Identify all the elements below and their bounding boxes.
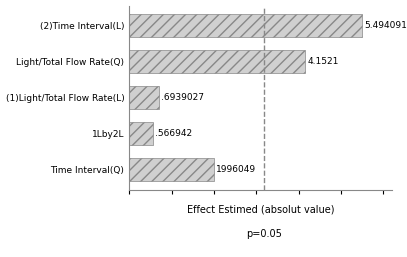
Text: 1996049: 1996049 — [216, 165, 256, 174]
Bar — [129, 86, 159, 109]
Text: 4.1521: 4.1521 — [307, 57, 339, 66]
X-axis label: Effect Estimed (absolut value): Effect Estimed (absolut value) — [187, 204, 334, 214]
Text: .6939027: .6939027 — [161, 93, 204, 102]
Bar — [129, 14, 362, 37]
Text: 5.494091: 5.494091 — [364, 21, 407, 30]
Bar — [129, 158, 214, 181]
Bar — [129, 122, 153, 145]
Bar — [129, 50, 305, 73]
Text: p=0.05: p=0.05 — [246, 228, 282, 238]
Text: .566942: .566942 — [155, 129, 193, 138]
